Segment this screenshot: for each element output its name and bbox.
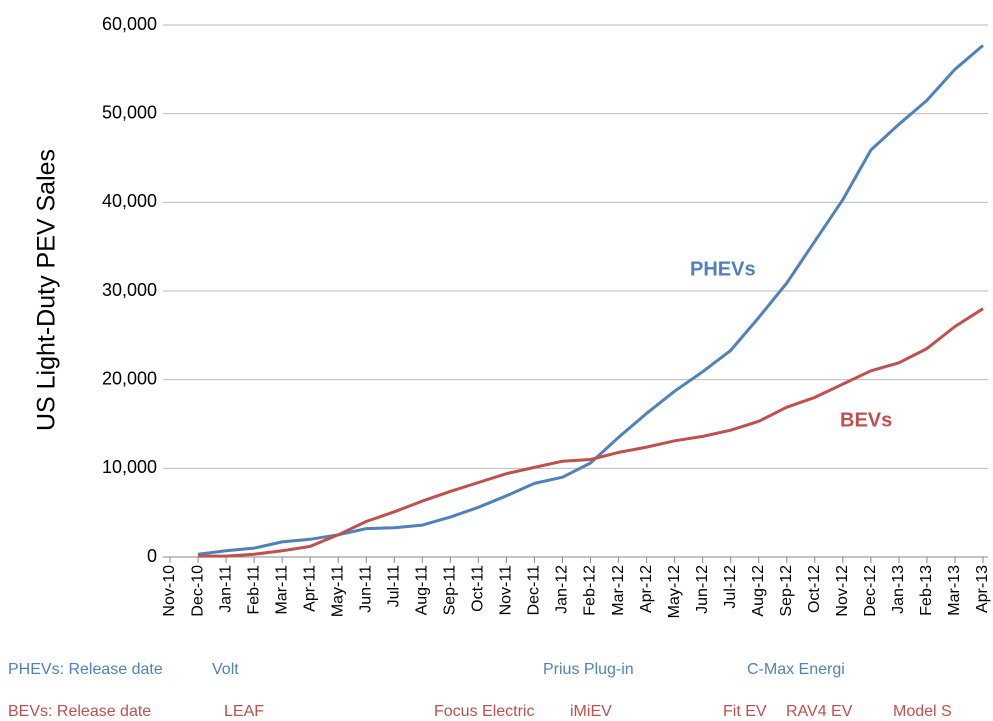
x-tick-label: Aug-12 bbox=[750, 565, 767, 617]
release-model: Volt bbox=[212, 661, 239, 678]
series-line bbox=[197, 44, 984, 556]
x-tick-label: Sep-12 bbox=[778, 565, 795, 617]
x-tick-label: Nov-11 bbox=[498, 565, 515, 615]
series-line bbox=[198, 307, 984, 558]
x-tick-label: Dec-11 bbox=[526, 565, 543, 615]
release-model: C-Max Energi bbox=[747, 661, 845, 678]
x-tick-label: Feb-11 bbox=[245, 565, 262, 615]
series-label: BEVs bbox=[840, 409, 892, 431]
y-tick-label: 0 bbox=[147, 546, 157, 566]
y-tick-label: 40,000 bbox=[102, 191, 157, 211]
x-tick-label: Jun-11 bbox=[357, 565, 374, 613]
x-tick-label: Oct-12 bbox=[806, 565, 823, 613]
release-model: Prius Plug-in bbox=[543, 661, 634, 678]
x-tick-label: Nov-12 bbox=[834, 565, 851, 617]
x-tick-label: Apr-13 bbox=[974, 565, 991, 613]
y-tick-label: 50,000 bbox=[102, 102, 157, 122]
y-tick-label: 10,000 bbox=[102, 457, 157, 477]
release-label: BEVs: Release date bbox=[8, 703, 151, 720]
y-axis-label: US Light-Duty PEV Sales bbox=[33, 149, 61, 431]
y-tick-label: 20,000 bbox=[102, 368, 157, 388]
release-model: Fit EV bbox=[723, 703, 767, 720]
x-tick-label: Jan-11 bbox=[217, 565, 234, 613]
y-tick-label: 60,000 bbox=[102, 14, 157, 34]
release-model: iMiEV bbox=[570, 703, 612, 720]
x-tick-label: Dec-12 bbox=[862, 565, 879, 617]
release-label: PHEVs: Release date bbox=[8, 661, 163, 678]
x-tick-label: Jan-13 bbox=[890, 565, 907, 614]
x-tick-label: Aug-11 bbox=[414, 565, 431, 616]
x-tick-label: May-12 bbox=[666, 565, 683, 618]
x-tick-label: Feb-13 bbox=[918, 565, 935, 616]
release-model: RAV4 EV bbox=[786, 703, 853, 720]
release-model: Focus Electric bbox=[434, 703, 534, 720]
x-tick-label: Mar-13 bbox=[946, 565, 963, 616]
x-tick-label: Feb-12 bbox=[582, 565, 599, 616]
x-tick-label: Dec-10 bbox=[189, 565, 206, 617]
x-tick-label: May-11 bbox=[329, 565, 346, 617]
x-tick-label: Nov-10 bbox=[161, 565, 178, 617]
release-dates-bev: BEVs: Release date LEAF Focus Electric i… bbox=[8, 703, 952, 720]
x-tick-label: Jan-12 bbox=[554, 565, 571, 614]
x-tick-label: Oct-11 bbox=[470, 565, 487, 612]
release-model: Model S bbox=[893, 703, 952, 720]
x-tick-label: Mar-11 bbox=[273, 565, 290, 615]
series-label: PHEVs bbox=[690, 258, 756, 280]
release-model: LEAF bbox=[224, 703, 264, 720]
x-tick-label: Sep-11 bbox=[442, 565, 459, 616]
x-tick-label: Mar-12 bbox=[610, 565, 627, 616]
y-tick-label: 30,000 bbox=[102, 280, 157, 300]
x-tick-label: Jun-12 bbox=[694, 565, 711, 614]
x-tick-label: Jul-11 bbox=[385, 565, 402, 607]
x-tick-label: Jul-12 bbox=[722, 565, 739, 609]
release-dates-phev: PHEVs: Release date Volt Prius Plug-in C… bbox=[8, 661, 845, 678]
x-tick-label: Apr-12 bbox=[638, 565, 655, 613]
x-tick-label: Apr-11 bbox=[301, 565, 318, 612]
